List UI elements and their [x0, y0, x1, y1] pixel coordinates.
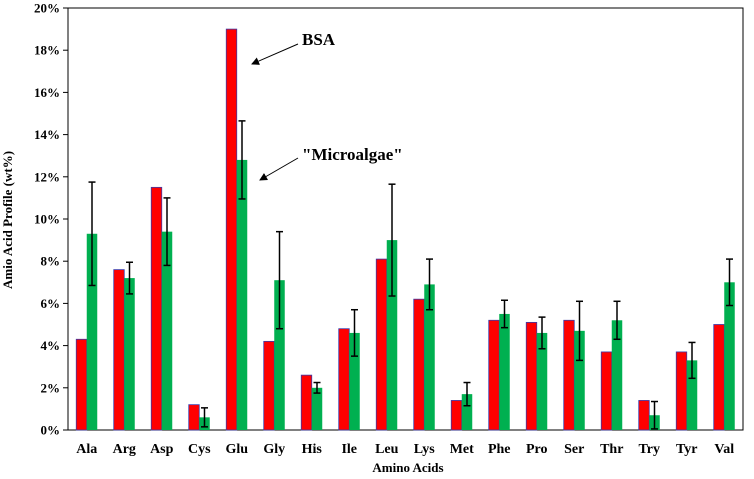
bsa-bar	[375, 258, 388, 431]
microalgae-bar	[274, 280, 285, 430]
x-tick-label: Glu	[225, 442, 248, 457]
microalgae-bar	[124, 278, 135, 430]
bsa-bar	[263, 340, 275, 431]
bsa-bar	[600, 351, 613, 431]
x-tick-label: Phe	[488, 442, 511, 457]
y-tick-label: 12%	[34, 169, 60, 184]
microalgae-bar	[574, 330, 585, 430]
x-tick-label: Thr	[600, 442, 623, 457]
x-tick-label: Ile	[341, 442, 357, 457]
x-tick-label: Met	[450, 442, 474, 457]
y-tick-label: 0%	[41, 423, 61, 438]
x-tick-label: Lys	[414, 442, 436, 457]
y-tick-label: 18%	[34, 43, 60, 58]
bsa-bar	[75, 338, 88, 431]
y-tick-label: 14%	[34, 127, 60, 142]
microalgae-bar	[424, 284, 435, 430]
x-tick-label: Val	[714, 442, 734, 457]
x-tick-label: Leu	[375, 442, 399, 457]
bsa-bar	[300, 374, 313, 431]
bsa-bar	[713, 324, 725, 431]
bsa-bar	[450, 400, 463, 431]
bsa-bar	[675, 351, 688, 431]
microalgae-bar	[311, 387, 323, 430]
bsa-bar	[525, 321, 538, 431]
bsa-annotation-arrow	[251, 43, 299, 65]
x-tick-label: Cys	[188, 442, 211, 457]
microalgae-bar	[86, 233, 98, 430]
bsa-bar	[488, 319, 500, 431]
microalgae-bar	[236, 159, 248, 431]
microalgae-bar	[161, 231, 173, 430]
bsa-bar	[188, 404, 200, 431]
microalgae-bar	[724, 282, 735, 430]
y-tick-label: 2%	[41, 380, 61, 395]
y-tick-label: 4%	[41, 338, 61, 353]
x-tick-label: Gly	[263, 442, 285, 457]
y-tick-label: 8%	[41, 254, 61, 269]
bsa-bar	[225, 28, 238, 431]
microalgae-bar	[499, 313, 510, 430]
plot-area: 0% 2% 4% 6% 8% 10% 12% 14% 16% 18% 20% Ala Arg Asp Cys…	[34, 1, 744, 457]
microalgae-annotation-arrow	[259, 157, 299, 181]
bsa-bar	[338, 328, 350, 431]
y-axis-title: Amio Acid Profile (wt%)	[0, 151, 15, 289]
x-tick-label: Pro	[526, 442, 548, 457]
x-tick-label: Ser	[564, 442, 584, 457]
microalgae-bar	[386, 240, 398, 430]
microalgae-annotation-label: "Microalgae"	[302, 145, 403, 164]
bsa-bar	[150, 186, 163, 431]
x-tick-label: Try	[638, 442, 660, 457]
bsa-bar	[413, 298, 425, 431]
y-tick-label: 10%	[34, 212, 60, 227]
y-tick-label: 6%	[41, 296, 61, 311]
x-tick-label: Asp	[150, 442, 174, 457]
x-tick-label: Arg	[113, 442, 136, 457]
microalgae-bar	[611, 320, 623, 430]
x-tick-label: His	[302, 442, 323, 457]
x-axis-title: Amino Acids	[372, 460, 443, 475]
x-tick-label: Ala	[76, 442, 97, 457]
microalgae-bar	[686, 360, 698, 430]
microalgae-bar	[536, 332, 548, 430]
bsa-annotation-label: BSA	[302, 30, 336, 49]
bsa-bar	[563, 319, 575, 431]
y-tick-label: 20%	[34, 1, 60, 16]
x-tick-label: Tyr	[676, 442, 698, 457]
microalgae-bar	[349, 332, 360, 430]
y-tick-label: 16%	[34, 85, 60, 100]
bsa-bar	[113, 269, 125, 431]
microalgae-bar	[461, 394, 473, 430]
bsa-bar	[638, 400, 650, 431]
